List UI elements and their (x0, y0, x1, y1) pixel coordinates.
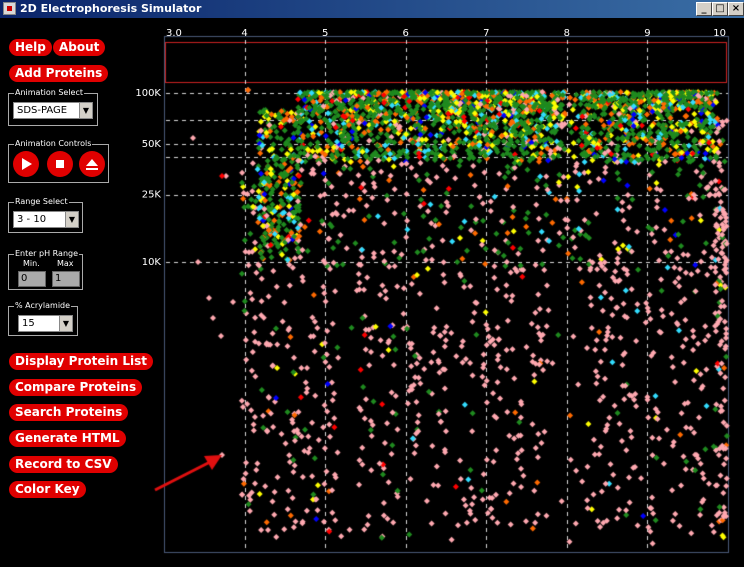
search-proteins-button[interactable]: Search Proteins (9, 404, 129, 421)
ph-tick-label: 3.0 (166, 28, 182, 39)
chevron-down-icon[interactable]: ▼ (79, 103, 92, 118)
ph-tick-label: 9 (644, 28, 650, 39)
window-title: 2D Electrophoresis Simulator (20, 2, 202, 15)
ph-min-label: Min. (23, 259, 40, 268)
ph-tick-label: 6 (403, 28, 409, 39)
mw-marker-label: 10K (142, 257, 162, 268)
mw-marker-label: 25K (142, 190, 162, 201)
chevron-down-icon[interactable]: ▼ (59, 316, 72, 331)
ph-tick-label: 10 (713, 28, 726, 39)
about-button[interactable]: About (53, 39, 106, 56)
stop-button[interactable] (47, 151, 73, 177)
eject-icon (86, 159, 98, 170)
window-titlebar: 2D Electrophoresis Simulator _ □ × (0, 0, 744, 18)
chevron-down-icon[interactable]: ▼ (65, 212, 78, 227)
color-key-button[interactable]: Color Key (9, 481, 86, 498)
animation-select-value: SDS-PAGE (17, 105, 68, 116)
java-app-icon (3, 2, 16, 15)
acrylamide-group: % Acrylamide 15 ▼ (8, 300, 78, 336)
close-icon[interactable]: × (728, 2, 744, 16)
ph-max-label: Max (57, 259, 74, 268)
ph-tick-label: 4 (241, 28, 247, 39)
ph-range-label: Enter pH Range (14, 248, 80, 260)
animation-select-dropdown[interactable]: SDS-PAGE ▼ (13, 102, 93, 119)
ph-min-input[interactable]: 0 (18, 271, 46, 287)
stop-icon (56, 160, 64, 168)
acrylamide-label: % Acrylamide (14, 300, 72, 312)
mw-marker-label: 100K (135, 88, 161, 99)
ph-tick-label: 7 (483, 28, 489, 39)
animation-controls-label: Animation Controls (14, 138, 93, 150)
acrylamide-value: 15 (22, 318, 35, 329)
play-button[interactable] (13, 151, 39, 177)
maximize-icon[interactable]: □ (712, 2, 728, 16)
range-select-value: 3 - 10 (17, 214, 47, 225)
ph-range-group: Enter pH Range Min. Max 0 1 (8, 248, 83, 290)
range-select-group: Range Select 3 - 10 ▼ (8, 196, 83, 233)
range-select-dropdown[interactable]: 3 - 10 ▼ (13, 211, 79, 228)
acrylamide-dropdown[interactable]: 15 ▼ (18, 315, 73, 332)
help-button[interactable]: Help (9, 39, 52, 56)
play-icon (22, 158, 32, 170)
animation-controls-group: Animation Controls (8, 138, 109, 183)
generate-html-button[interactable]: Generate HTML (9, 430, 126, 447)
animation-select-group: Animation Select SDS-PAGE ▼ (8, 87, 98, 126)
display-protein-list-button[interactable]: Display Protein List (9, 353, 153, 370)
compare-proteins-button[interactable]: Compare Proteins (9, 379, 143, 396)
eject-button[interactable] (79, 151, 105, 177)
ph-tick-label: 8 (564, 28, 570, 39)
add-proteins-button[interactable]: Add Proteins (9, 65, 109, 82)
range-select-label: Range Select (14, 196, 69, 208)
minimize-icon[interactable]: _ (696, 2, 712, 16)
animation-select-label: Animation Select (14, 87, 85, 99)
record-to-csv-button[interactable]: Record to CSV (9, 456, 118, 473)
mw-marker-label: 50K (142, 139, 162, 150)
ph-tick-label: 5 (322, 28, 328, 39)
ph-max-input[interactable]: 1 (52, 271, 80, 287)
